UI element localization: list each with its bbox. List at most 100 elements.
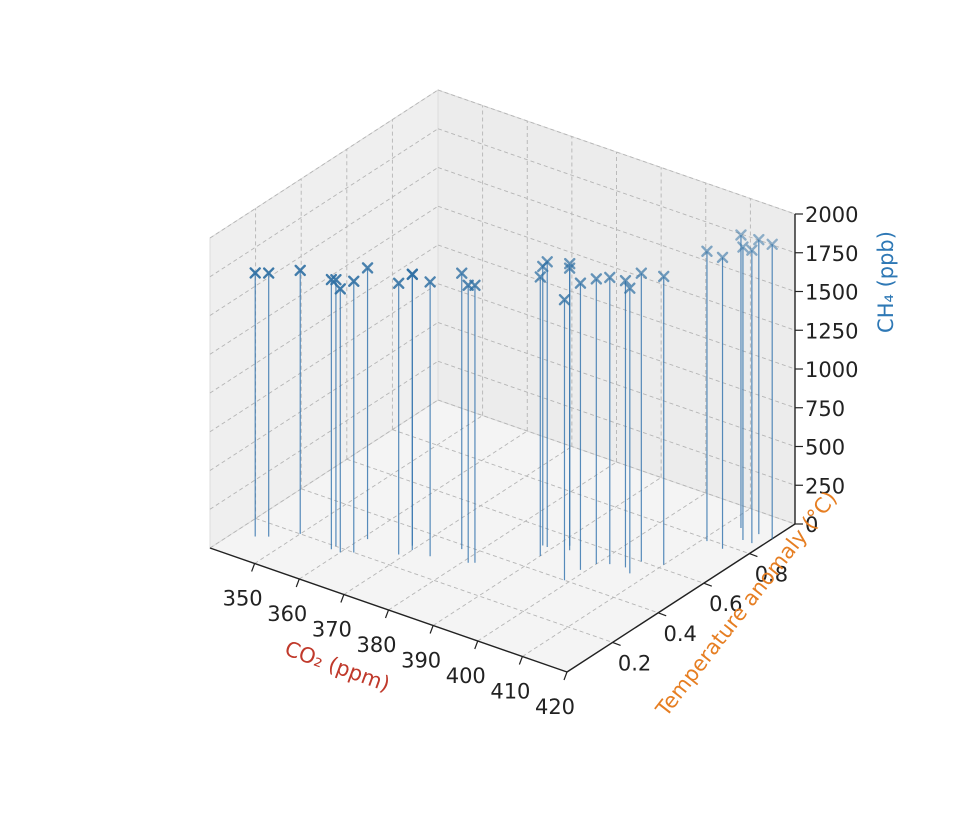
marker-stroke	[563, 262, 576, 274]
x-tick-mark	[518, 656, 523, 665]
marker-stroke	[541, 256, 553, 268]
marker-stroke	[753, 233, 765, 246]
data-marker-x	[590, 273, 603, 285]
data-marker-x	[534, 271, 546, 283]
z-tick-label: 250	[805, 474, 845, 498]
marker-stroke	[716, 251, 729, 264]
marker-stroke	[334, 283, 346, 295]
data-marker-x	[424, 276, 436, 288]
data-marker-x	[361, 262, 374, 274]
x-grid-floor	[388, 461, 617, 611]
marker-stroke	[456, 267, 468, 279]
x-grid-floor	[299, 430, 528, 580]
data-marker-x	[753, 233, 765, 246]
data-marker-x	[392, 277, 405, 289]
z-grid-left	[209, 399, 439, 549]
marker-stroke	[619, 274, 632, 287]
marker-stroke	[590, 273, 603, 285]
marker-stroke	[361, 262, 374, 274]
marker-stroke	[558, 294, 571, 306]
marker-stroke	[406, 268, 418, 280]
marker-stroke	[574, 277, 587, 289]
z-tick-label: 1500	[805, 281, 858, 305]
y-axis-line	[566, 523, 796, 673]
x-tick-label: 350	[223, 587, 263, 611]
data-marker-x	[541, 256, 553, 268]
z-tick-label: 1250	[805, 319, 858, 343]
x-tick-mark	[340, 594, 345, 603]
marker-stroke	[658, 270, 670, 283]
marker-stroke	[294, 264, 306, 277]
z-tick-label: 1750	[805, 242, 858, 266]
y-tick-mark	[612, 641, 621, 646]
marker-stroke	[534, 271, 546, 283]
z-grid-left	[209, 89, 439, 239]
z-grid-left	[209, 205, 439, 355]
data-marker-x	[325, 273, 338, 286]
x-grid-floor	[343, 446, 573, 595]
z-grid-left	[209, 360, 439, 510]
y-tick-mark	[749, 553, 758, 558]
x-tick-label: 380	[356, 633, 396, 657]
data-marker-x	[563, 262, 576, 274]
x-tick-label: 400	[446, 664, 486, 688]
marker-stroke	[604, 271, 616, 284]
marker-stroke	[635, 267, 648, 279]
grid-lines	[209, 89, 796, 673]
marker-stroke	[624, 282, 636, 294]
data-marker-x	[406, 268, 418, 280]
x-tick-mark	[295, 578, 300, 588]
data-marker-x	[249, 267, 261, 279]
data-marker-x	[456, 267, 468, 279]
x-tick-mark	[251, 563, 256, 572]
marker-stroke	[325, 273, 338, 286]
x-tick-label: 360	[267, 602, 307, 626]
data-marker-x	[658, 270, 670, 283]
marker-stroke	[766, 238, 778, 251]
marker-stroke	[249, 267, 261, 279]
x-tick-label: 420	[535, 695, 575, 719]
data-marker-x	[619, 274, 632, 287]
x-tick-label: 390	[401, 649, 441, 673]
stem-lines	[254, 235, 773, 581]
data-marker-x	[334, 283, 346, 295]
data-marker-x	[574, 277, 587, 289]
z-grid-left	[209, 322, 439, 471]
y-tick-label: 0.4	[663, 622, 696, 646]
z-tick-label: 500	[805, 436, 845, 460]
data-marker-x	[766, 238, 778, 251]
data-marker-x	[746, 244, 758, 256]
data-marker-x	[716, 251, 729, 264]
y-tick-mark	[703, 582, 713, 587]
z-grid-left	[209, 128, 439, 278]
data-marker-x	[348, 275, 360, 287]
data-markers	[249, 229, 778, 306]
marker-stroke	[462, 279, 474, 291]
marker-stroke	[392, 277, 405, 289]
data-marker-x	[624, 282, 636, 294]
y-tick-mark	[657, 612, 667, 617]
y-tick-label: 0.8	[755, 563, 788, 587]
data-marker-x	[294, 264, 306, 277]
marker-stroke	[735, 229, 747, 241]
x-tick-mark	[384, 609, 390, 619]
data-marker-x	[735, 229, 747, 241]
x-tick-mark	[474, 640, 479, 650]
data-marker-x	[737, 241, 749, 253]
x-grid-floor	[254, 415, 483, 564]
z-tick-label: 0	[805, 513, 818, 537]
z-grid-left	[209, 167, 439, 316]
marker-stroke	[746, 244, 758, 256]
data-marker-x	[701, 245, 713, 257]
marker-stroke	[348, 275, 360, 287]
data-marker-x	[558, 294, 571, 306]
z-tick-label: 1000	[805, 358, 858, 382]
x-tick-mark	[563, 671, 568, 681]
data-marker-x	[262, 267, 275, 279]
z-tick-label: 750	[805, 397, 845, 421]
z-tick-label: 2000	[805, 203, 858, 227]
data-marker-x	[462, 279, 474, 291]
